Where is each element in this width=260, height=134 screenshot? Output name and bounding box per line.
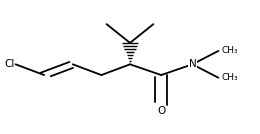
Text: O: O — [157, 106, 165, 116]
Text: CH₃: CH₃ — [221, 46, 238, 55]
Text: CH₃: CH₃ — [221, 73, 238, 82]
Text: N: N — [188, 59, 196, 69]
Text: Cl: Cl — [4, 59, 14, 69]
